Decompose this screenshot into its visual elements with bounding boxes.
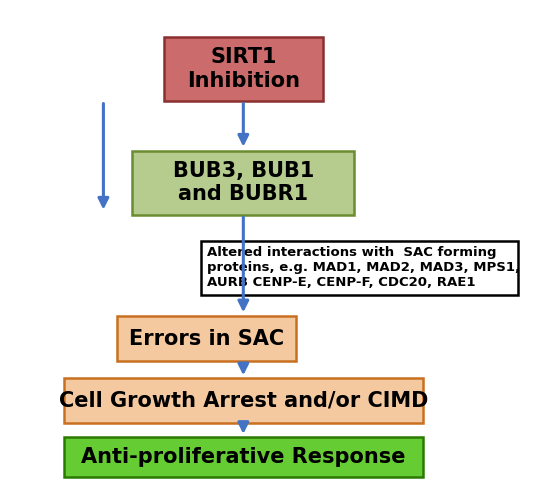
Text: Altered interactions with  SAC forming
proteins, e.g. MAD1, MAD2, MAD3, MPS1,
AU: Altered interactions with SAC forming pr… <box>207 246 520 289</box>
FancyBboxPatch shape <box>64 378 423 423</box>
FancyBboxPatch shape <box>133 151 354 214</box>
FancyBboxPatch shape <box>117 317 296 361</box>
FancyBboxPatch shape <box>164 37 322 101</box>
Text: Cell Growth Arrest and/or CIMD: Cell Growth Arrest and/or CIMD <box>59 390 428 410</box>
Text: BUB3, BUB1
and BUBR1: BUB3, BUB1 and BUBR1 <box>173 161 314 204</box>
Text: Anti-proliferative Response: Anti-proliferative Response <box>81 447 405 467</box>
FancyBboxPatch shape <box>64 437 423 477</box>
Text: Errors in SAC: Errors in SAC <box>129 329 284 349</box>
FancyBboxPatch shape <box>201 241 518 295</box>
Text: SIRT1
Inhibition: SIRT1 Inhibition <box>187 47 300 91</box>
